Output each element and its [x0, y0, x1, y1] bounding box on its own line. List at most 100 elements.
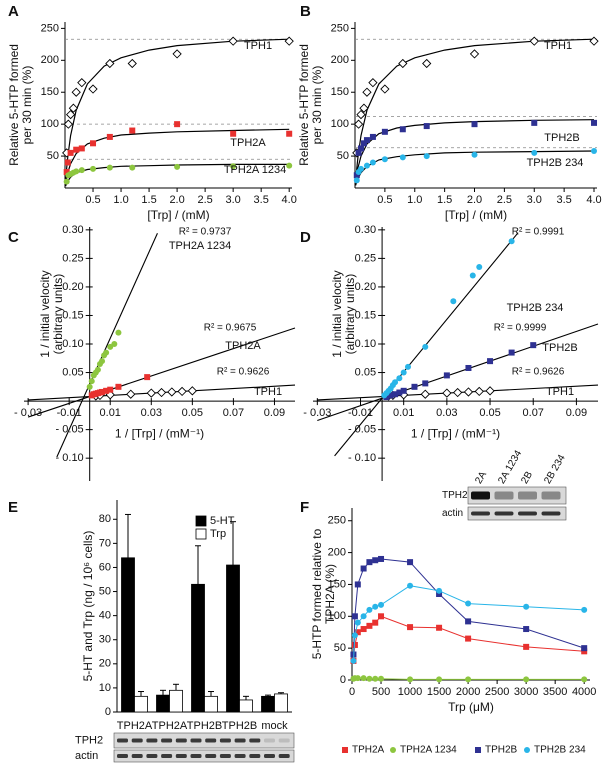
bar [204, 695, 218, 713]
blot-band [219, 738, 231, 743]
inset-blot-band [541, 491, 561, 500]
point [443, 372, 450, 379]
point [174, 163, 181, 170]
y-axis-label: 5-HT and Trp (ng / 10⁶ cells) [81, 531, 95, 682]
y-tick-label: 250 [331, 22, 349, 34]
y-tick-label: - 0.05 [348, 424, 376, 436]
point [381, 128, 388, 135]
x-tick-label: 1.0 [407, 194, 422, 206]
point [436, 591, 443, 597]
blot-band [161, 738, 173, 743]
y-tick-label: 200 [331, 54, 349, 66]
point [360, 565, 367, 572]
blot-band [278, 754, 290, 758]
point [107, 386, 114, 393]
point [354, 581, 361, 588]
category-label: TPH2B [187, 720, 222, 732]
point [581, 645, 588, 652]
legend-swatch [475, 747, 481, 753]
x-tick-label: 0.5 [85, 194, 100, 206]
point [399, 126, 406, 133]
blot-band [278, 738, 290, 743]
y-tick-label: 0.10 [355, 338, 376, 350]
x-axis-label: [Trp] / (mM) [445, 208, 507, 222]
x-tick-label: - 0.03 [14, 407, 42, 419]
point [423, 153, 430, 160]
blot-band [117, 754, 128, 758]
legend-label: 5-HT [210, 515, 235, 527]
point [369, 133, 376, 140]
point [144, 374, 151, 381]
x-tick-label: 0.05 [479, 407, 500, 419]
inset-lane-label: 2A [473, 469, 489, 485]
y-tick-label: 100 [331, 118, 349, 130]
legend-swatch [524, 747, 530, 753]
point [407, 582, 414, 589]
point [115, 383, 122, 390]
y-tick-label: 50 [337, 150, 349, 162]
inset-blot-band [518, 491, 537, 500]
y-axis-label: 1 / initial velocity [330, 270, 344, 357]
blot-band [190, 754, 202, 758]
point [88, 378, 95, 385]
point [405, 363, 411, 370]
point [78, 167, 85, 174]
point [378, 601, 385, 608]
point [369, 159, 376, 166]
point [523, 603, 530, 610]
point [380, 84, 390, 94]
blot-band [219, 754, 231, 758]
inset-blot-strip [467, 486, 567, 505]
x-tick-label: 0.01 [100, 407, 121, 419]
point [90, 165, 97, 172]
point [465, 618, 472, 625]
fit-line [317, 323, 599, 422]
y-tick-label: 0.05 [355, 366, 376, 378]
blot-band [205, 754, 217, 758]
x-tick-label: 0.09 [264, 407, 285, 419]
point [474, 386, 484, 397]
blot-strip [113, 732, 295, 749]
x-tick-label: 2.5 [497, 194, 512, 206]
series-label: TPH2B 234 [507, 302, 564, 314]
point [366, 606, 373, 613]
panel-label: F [300, 499, 309, 516]
blot-band [264, 754, 275, 758]
point [351, 632, 358, 639]
point [531, 149, 538, 156]
point [396, 389, 403, 396]
fit-curve [65, 38, 290, 181]
blot-band [161, 754, 173, 758]
point [67, 149, 74, 156]
x-tick-label: 500 [372, 686, 390, 698]
point [360, 613, 367, 620]
x-axis-label: 1 / [Trp] / (mM⁻¹) [115, 426, 204, 440]
point [372, 619, 379, 626]
point [88, 84, 98, 94]
point [63, 178, 70, 185]
inset-lane-label: 2B [519, 469, 535, 485]
point [422, 58, 432, 69]
y-tick-label: 80 [99, 513, 111, 525]
series-label: TPH2A 1234 [169, 240, 231, 252]
point [392, 379, 399, 386]
point [469, 49, 480, 59]
legend-label: TPH2B [485, 745, 518, 756]
x-tick-label: 3.5 [254, 194, 269, 206]
x-axis-label: Trp (μM) [448, 700, 494, 714]
point [407, 624, 414, 631]
point [411, 383, 418, 390]
inset-lane-label: 2B 234 [542, 452, 568, 485]
x-tick-label: 2.0 [169, 194, 184, 206]
x-tick-label: 1000 [398, 686, 422, 698]
series-label: TPH1 [244, 40, 272, 52]
legend-label: TPH2A 1234 [400, 745, 457, 756]
y-tick-label: 200 [41, 54, 59, 66]
point [378, 675, 385, 682]
point [73, 146, 80, 153]
series-label: TPH2B 234 [527, 157, 584, 169]
point [350, 657, 357, 664]
point [363, 137, 370, 144]
